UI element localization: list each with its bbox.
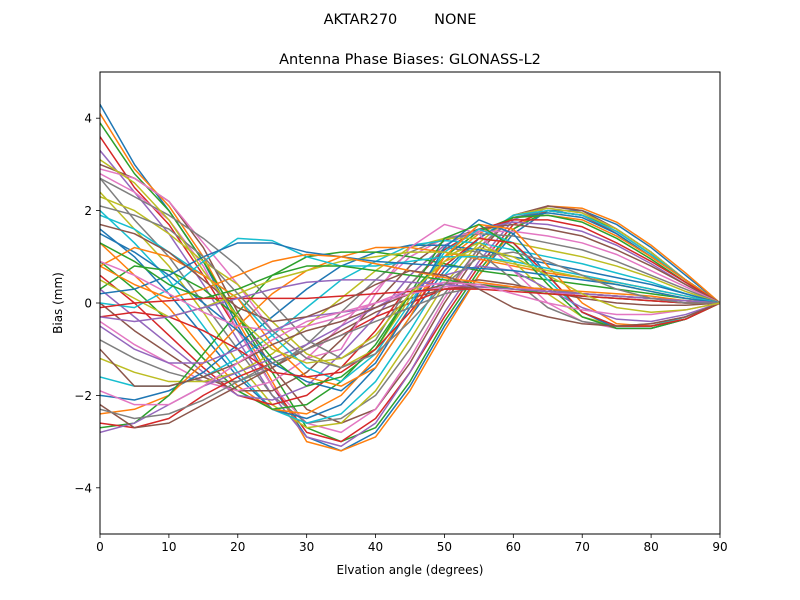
y-tick-label: 0 bbox=[84, 297, 92, 311]
series-line-49 bbox=[100, 159, 720, 364]
x-tick-label: 80 bbox=[643, 540, 658, 554]
series-line-47 bbox=[100, 260, 720, 332]
x-tick-label: 50 bbox=[437, 540, 452, 554]
series-line-46 bbox=[100, 223, 720, 327]
y-tick-label: −2 bbox=[74, 389, 92, 403]
y-axis-label: Bias (mm) bbox=[51, 272, 65, 334]
x-axis: 0 10 20 30 40 50 60 70 80 90 bbox=[96, 534, 728, 554]
x-tick-label: 10 bbox=[161, 540, 176, 554]
series-line-45 bbox=[100, 279, 720, 323]
x-tick-label: 0 bbox=[96, 540, 104, 554]
y-tick-label: −4 bbox=[74, 481, 92, 495]
y-axis: −4 −2 0 2 4 bbox=[74, 112, 100, 495]
x-axis-label: Elvation angle (degrees) bbox=[337, 563, 484, 577]
series-line-48 bbox=[100, 205, 720, 369]
figure-suptitle: AKTAR270 NONE bbox=[324, 12, 477, 28]
chart-title: Antenna Phase Biases: GLONASS-L2 bbox=[279, 52, 541, 68]
x-tick-label: 90 bbox=[712, 540, 727, 554]
series-line-44 bbox=[100, 288, 720, 309]
x-tick-label: 60 bbox=[506, 540, 521, 554]
x-tick-label: 40 bbox=[368, 540, 383, 554]
y-tick-label: 4 bbox=[84, 112, 92, 126]
series-line-32 bbox=[100, 223, 720, 387]
x-tick-label: 70 bbox=[575, 540, 590, 554]
series-layer bbox=[100, 103, 720, 452]
x-tick-label: 20 bbox=[230, 540, 245, 554]
series-line-40 bbox=[100, 237, 720, 309]
series-line-10 bbox=[100, 209, 720, 424]
x-tick-label: 30 bbox=[299, 540, 314, 554]
series-line-21 bbox=[100, 244, 720, 401]
y-tick-label: 2 bbox=[84, 204, 92, 218]
